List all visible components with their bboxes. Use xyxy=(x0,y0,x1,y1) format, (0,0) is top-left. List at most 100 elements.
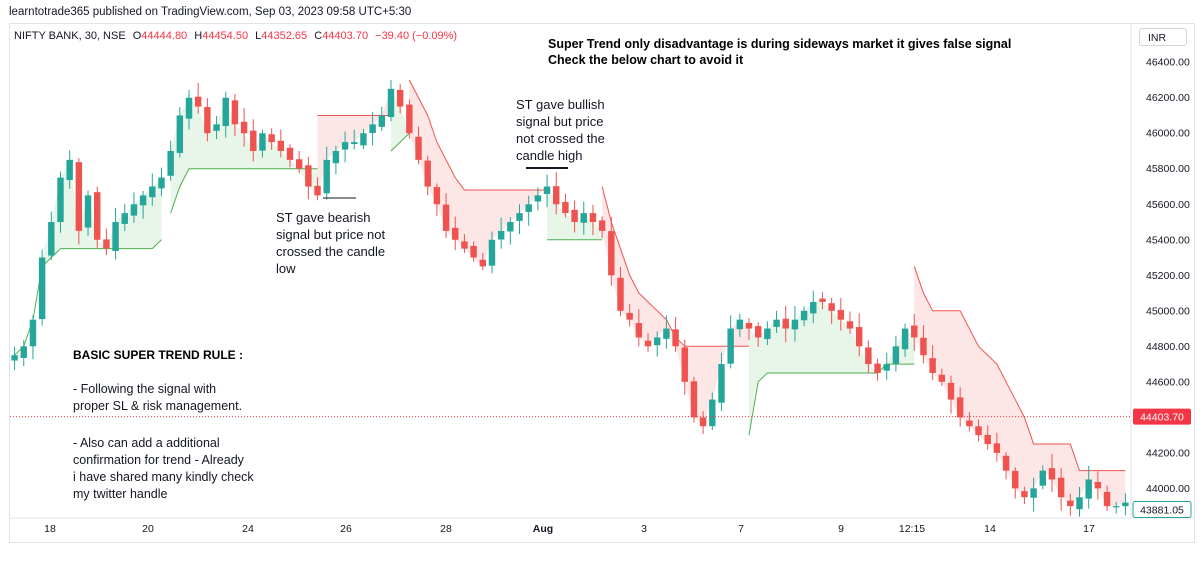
symbol-legend: NIFTY BANK, 30, NSE O44444.80 H44454.50 … xyxy=(14,30,457,42)
rule-2-line: - Also can add a additional xyxy=(73,436,220,450)
candle-body xyxy=(176,115,184,153)
candle-body xyxy=(158,177,165,189)
candle-body xyxy=(938,374,946,382)
y-tick-label: 44000.00 xyxy=(1146,483,1190,495)
last-price-tag xyxy=(1133,408,1191,425)
x-tick-label: 3 xyxy=(641,523,647,535)
candle-body xyxy=(332,150,340,164)
candle-body xyxy=(745,323,753,329)
candle-body xyxy=(1122,502,1129,507)
x-tick-label: Aug xyxy=(533,523,553,535)
bearish-note: ST gave bearish signal but price not cro… xyxy=(276,209,385,277)
supertrend-line xyxy=(748,363,915,436)
supertrend-line xyxy=(913,266,1126,472)
candle-body xyxy=(497,230,505,240)
candle-body xyxy=(75,162,83,231)
change-value: −39.40 (−0.09%) xyxy=(375,30,458,42)
candle-body xyxy=(1030,488,1037,498)
candle-body xyxy=(406,104,413,134)
bearish-note-line: signal but price not xyxy=(276,227,386,242)
candle-body xyxy=(84,195,92,228)
candle-body xyxy=(782,318,789,329)
x-tick-label: 20 xyxy=(142,523,154,535)
candle-body xyxy=(396,89,404,107)
candle-body xyxy=(920,337,927,356)
headline-line-1: Super Trend only disadvantage is during … xyxy=(548,37,1012,51)
candle-body xyxy=(690,381,698,418)
candle-body xyxy=(351,142,358,145)
candle-body xyxy=(525,204,532,212)
x-tick-label: 9 xyxy=(838,523,844,535)
candle-body xyxy=(966,420,973,427)
candle-body xyxy=(975,426,982,436)
candle-body xyxy=(718,364,725,403)
high-value: 44454.50 xyxy=(202,30,249,42)
supertrend-fill xyxy=(390,88,410,151)
candle-body xyxy=(681,347,688,382)
candle-body xyxy=(892,346,900,364)
candle-body xyxy=(663,328,670,339)
candle-body xyxy=(121,213,128,224)
candle-body xyxy=(837,309,845,320)
close-label: C xyxy=(314,30,323,42)
chart-frame xyxy=(9,23,1195,543)
candle-body xyxy=(387,88,395,118)
candle-body xyxy=(103,239,110,249)
bullish-note-line: signal but price xyxy=(516,114,604,129)
candle-body xyxy=(378,115,386,127)
candle-body xyxy=(874,363,881,373)
candle-body xyxy=(644,340,652,347)
candle-body xyxy=(764,328,771,340)
supertrend-fill xyxy=(749,301,915,436)
supertrend-fill xyxy=(547,186,603,240)
candle-body xyxy=(20,346,27,358)
rule-2-line: my twitter handle xyxy=(73,487,168,501)
candle-body xyxy=(1085,479,1092,499)
y-tick-label: 45600.00 xyxy=(1146,199,1190,211)
candle-body xyxy=(507,222,514,232)
candle-body xyxy=(654,337,661,346)
candle-body xyxy=(1039,470,1046,486)
close-value: 44403.70 xyxy=(322,30,369,42)
candle-body xyxy=(48,222,55,256)
candle-body xyxy=(240,121,248,134)
candle-body xyxy=(993,443,1001,453)
candle-body xyxy=(415,136,422,160)
candle-body xyxy=(250,130,257,151)
rule-title: BASIC SUPER TREND RULE : xyxy=(73,348,244,362)
last-price-label: 44403.70 xyxy=(1140,412,1184,424)
candle-body xyxy=(883,364,890,371)
candle-body xyxy=(736,319,744,330)
candle-body xyxy=(479,259,486,267)
candle-body xyxy=(865,347,872,365)
candle-body xyxy=(534,195,542,202)
candle-body xyxy=(516,213,523,221)
candle-body xyxy=(553,186,560,205)
candle-body xyxy=(1002,455,1010,471)
bullish-note-line: candle high xyxy=(516,148,583,163)
candle-body xyxy=(1094,482,1102,489)
bearish-note-line: crossed the candle xyxy=(276,244,386,259)
x-tick-label: 14 xyxy=(984,523,996,535)
x-tick-label: 18 xyxy=(44,523,56,535)
currency-selector[interactable]: INR xyxy=(1139,28,1187,46)
candle-body xyxy=(626,312,633,320)
bullish-note-line: ST gave bullish xyxy=(516,97,605,112)
candle-body xyxy=(947,382,955,400)
candle-body xyxy=(424,160,431,187)
bullish-note: ST gave bullish signal but price not cro… xyxy=(516,96,605,164)
candle-body xyxy=(562,201,569,214)
candle-body xyxy=(323,159,330,194)
rule-2-line: confirmation for trend - Already xyxy=(73,453,244,467)
x-tick-label: 7 xyxy=(738,523,744,535)
candle-body xyxy=(461,241,468,249)
candle-body xyxy=(295,159,303,169)
candle-body xyxy=(38,257,46,320)
candle-body xyxy=(911,325,918,338)
supertrend-line xyxy=(14,239,162,356)
candle-body xyxy=(139,195,147,206)
candle-body xyxy=(754,326,762,338)
x-tick-label: 12:15 xyxy=(899,523,925,535)
rule-1-line: proper SL & risk management. xyxy=(73,399,243,413)
